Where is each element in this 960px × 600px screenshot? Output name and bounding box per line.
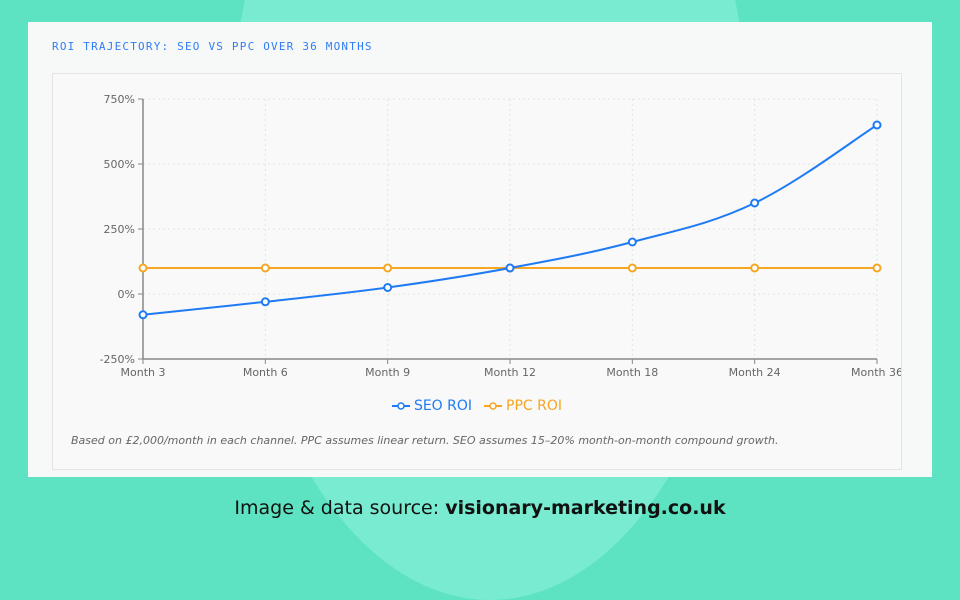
legend-marker-icon xyxy=(484,402,503,410)
data-point xyxy=(627,263,637,273)
data-point xyxy=(872,263,882,273)
data-point xyxy=(750,198,760,208)
data-point xyxy=(260,297,270,307)
data-point xyxy=(138,310,148,320)
y-tick-label: -250% xyxy=(100,353,135,366)
source-site: visionary-marketing.co.uk xyxy=(445,497,726,519)
legend-item-ppc[interactable]: PPC ROI xyxy=(484,398,562,414)
chart-card: ROI TRAJECTORY: SEO VS PPC OVER 36 MONTH… xyxy=(28,22,932,477)
data-point xyxy=(872,120,882,130)
data-point xyxy=(750,263,760,273)
y-tick-label: 0% xyxy=(118,288,135,301)
legend-label: PPC ROI xyxy=(506,398,563,414)
data-point xyxy=(260,263,270,273)
data-point xyxy=(383,283,393,292)
data-point xyxy=(627,237,637,247)
line-chart: -250% 0% 250% 500% 750% Month 3 Month 6 Month 9… xyxy=(100,93,901,379)
x-tick-label: Month 18 xyxy=(606,366,658,379)
y-tick-label: 500% xyxy=(104,158,135,171)
x-tick-label: Month 12 xyxy=(484,366,536,379)
x-tick-label: Month 6 xyxy=(243,366,288,379)
source-credit: Image & data source: visionary-marketing… xyxy=(0,497,960,519)
y-tick-label: 750% xyxy=(104,93,135,106)
chart-footnote: Based on £2,000/month in each channel. P… xyxy=(71,434,779,447)
legend: SEO ROI PPC ROI xyxy=(53,398,901,414)
source-prefix: Image & data source: xyxy=(234,497,446,519)
chart-panel: -250% 0% 250% 500% 750% Month 3 Month 6 Month 9… xyxy=(52,73,902,470)
x-tick-label: Month 24 xyxy=(729,366,781,379)
x-tick-label: Month 3 xyxy=(121,366,166,379)
data-point xyxy=(138,263,148,273)
legend-label: SEO ROI xyxy=(413,398,473,414)
x-tick-label: Month 9 xyxy=(365,366,410,379)
legend-marker-icon xyxy=(391,402,410,410)
chart-title: ROI TRAJECTORY: SEO VS PPC OVER 36 MONTH… xyxy=(52,40,373,53)
data-point xyxy=(505,263,515,273)
y-tick-label: 250% xyxy=(104,223,135,236)
legend-item-seo[interactable]: SEO ROI xyxy=(391,398,473,414)
x-tick-label: Month 36 xyxy=(851,366,901,379)
data-point xyxy=(383,263,393,273)
